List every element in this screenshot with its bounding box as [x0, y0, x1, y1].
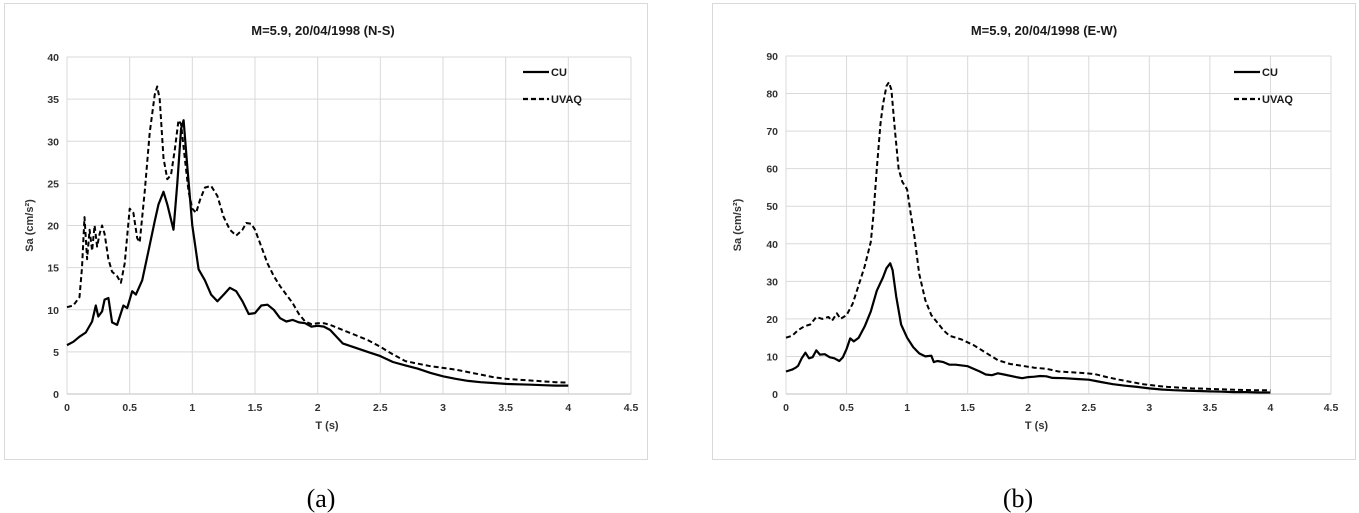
chart-title: M=5.9, 20/04/1998 (E-W) — [971, 23, 1117, 38]
caption-a: (a) — [306, 484, 336, 513]
x-tick-label: 0 — [64, 402, 70, 414]
x-tick-label: 3 — [1146, 402, 1152, 414]
chart-panel-b: 0 10 20 30 40 50 60 70 80 90 0 0.5 1 1.5 2 2.5 3 3.5 4 4.5 M… — [712, 3, 1356, 460]
x-axis-label: T (s) — [1025, 420, 1049, 432]
x-tick-label: 2 — [315, 402, 321, 414]
x-tick-label: 4 — [1268, 402, 1274, 414]
x-axis-label: T (s) — [315, 420, 339, 432]
x-tick-label: 0 — [783, 402, 789, 414]
chart-svg-b: 0 10 20 30 40 50 60 70 80 90 0 0.5 1 1.5 2 2.5 3 3.5 4 4.5 M… — [732, 23, 1339, 432]
legend-label-cu: CU — [551, 67, 567, 79]
x-tick-label: 4.5 — [1324, 402, 1339, 414]
y-tick-label: 5 — [53, 347, 59, 359]
x-tick-label: 1 — [904, 402, 910, 414]
legend-label-uvaq: UVAQ — [551, 94, 582, 106]
x-tick-label: 0.5 — [839, 402, 854, 414]
y-tick-label: 20 — [766, 314, 778, 326]
series-line-uvaq — [66, 85, 569, 384]
x-tick-label: 1 — [189, 402, 195, 414]
x-tick-label: 2 — [1025, 402, 1031, 414]
y-tick-label: 80 — [766, 89, 778, 101]
series-line-cu — [66, 119, 569, 387]
y-tick-label: 40 — [47, 52, 59, 64]
y-tick-label: 35 — [47, 94, 59, 106]
caption-b: (b) — [1002, 484, 1034, 513]
y-tick-label: 30 — [766, 276, 778, 288]
y-tick-label: 20 — [47, 221, 59, 233]
y-tick-label: 50 — [766, 201, 778, 213]
x-tick-label: 2.5 — [373, 402, 388, 414]
y-axis-label: Sa (cm/s²) — [732, 198, 744, 251]
series-line-cu — [785, 262, 1271, 394]
x-tick-label: 4.5 — [624, 402, 639, 414]
y-tick-label: 90 — [766, 51, 778, 63]
y-tick-label: 10 — [766, 351, 778, 363]
series-line-uvaq — [785, 81, 1271, 392]
y-tick-label: 25 — [47, 178, 59, 190]
x-tick-label: 1.5 — [248, 402, 263, 414]
chart-panel-a: 0 5 10 15 20 25 30 35 40 0 0.5 1 1.5 2 2.5 3 3.5 4 4.5 M=5.… — [4, 3, 648, 460]
y-tick-label: 0 — [772, 389, 778, 401]
x-tick-label: 3.5 — [498, 402, 513, 414]
y-tick-label: 10 — [47, 305, 59, 317]
y-axis-label: Sa (cm/s²) — [24, 199, 36, 252]
chart-title: M=5.9, 20/04/1998 (N-S) — [251, 23, 394, 38]
y-tick-label: 0 — [53, 389, 59, 401]
x-tick-label: 3.5 — [1203, 402, 1218, 414]
x-tick-label: 4 — [565, 402, 571, 414]
y-tick-label: 15 — [47, 263, 59, 275]
y-tick-label: 40 — [766, 239, 778, 251]
y-tick-label: 30 — [47, 136, 59, 148]
x-tick-label: 1.5 — [960, 402, 975, 414]
x-tick-label: 2.5 — [1081, 402, 1096, 414]
y-tick-label: 70 — [766, 126, 778, 138]
x-tick-label: 0.5 — [122, 402, 137, 414]
legend-label-uvaq: UVAQ — [1262, 94, 1293, 106]
x-tick-label: 3 — [440, 402, 446, 414]
chart-svg-a: 0 5 10 15 20 25 30 35 40 0 0.5 1 1.5 2 2.5 3 3.5 4 4.5 M=5.… — [24, 23, 639, 432]
y-tick-label: 60 — [766, 164, 778, 176]
legend-label-cu: CU — [1262, 67, 1278, 79]
